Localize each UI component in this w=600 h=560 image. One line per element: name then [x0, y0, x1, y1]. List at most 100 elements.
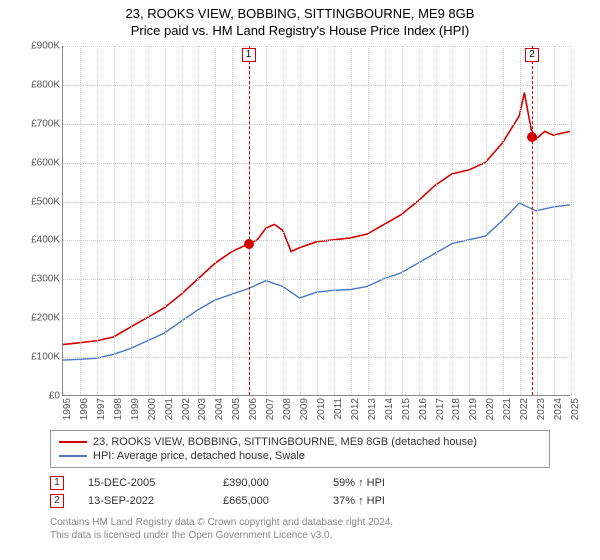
transaction-row: 213-SEP-2022£665,00037% ↑ HPI [50, 492, 550, 510]
x-tick-label: 2012 [350, 398, 361, 420]
legend-row: HPI: Average price, detached house, Swal… [59, 449, 541, 463]
gridline-v [317, 46, 318, 395]
y-tick-label: £400K [31, 235, 60, 246]
legend-swatch [59, 455, 87, 457]
transaction-date: 15-DEC-2005 [88, 477, 183, 489]
gridline-v [452, 46, 453, 395]
x-tick-label: 2009 [299, 398, 310, 420]
chart-area: £0 £100K £200K £300K £400K £500K £600K £700K £80… [20, 46, 580, 426]
marker-line [532, 46, 533, 395]
arrow-up-icon: ↑ [358, 477, 364, 489]
x-tick-label: 1996 [79, 398, 90, 420]
x-tick-label: 2020 [485, 398, 496, 420]
footer-line-1: Contains HM Land Registry data © Crown c… [50, 516, 550, 529]
gridline-v [385, 46, 386, 395]
y-tick-label: £800K [31, 79, 60, 90]
gridline-v [520, 46, 521, 395]
gridline-v [182, 46, 183, 395]
y-tick-label: £700K [31, 118, 60, 129]
x-tick-label: 2015 [401, 398, 412, 420]
arrow-up-icon: ↑ [358, 495, 364, 507]
x-tick-label: 2025 [570, 398, 581, 420]
x-tick-label: 1995 [62, 398, 73, 420]
gridline-v [80, 46, 81, 395]
gridline-v [148, 46, 149, 395]
transaction-date: 13-SEP-2022 [88, 495, 183, 507]
gridline-v [351, 46, 352, 395]
legend: 23, ROOKS VIEW, BOBBING, SITTINGBOURNE, … [50, 430, 550, 468]
title-sub: Price paid vs. HM Land Registry's House … [0, 23, 600, 38]
y-tick-label: £900K [31, 41, 60, 52]
legend-label: HPI: Average price, detached house, Swal… [93, 450, 305, 462]
legend-label: 23, ROOKS VIEW, BOBBING, SITTINGBOURNE, … [93, 436, 477, 448]
x-tick-label: 2007 [265, 398, 276, 420]
footer: Contains HM Land Registry data © Crown c… [50, 516, 550, 542]
x-tick-label: 2016 [418, 398, 429, 420]
gridline-v [266, 46, 267, 395]
gridline-v [334, 46, 335, 395]
y-tick-label: £0 [49, 391, 60, 402]
gridline-v [215, 46, 216, 395]
x-tick-label: 2006 [248, 398, 259, 420]
gridline-v [419, 46, 420, 395]
x-tick-label: 2011 [333, 398, 344, 420]
transaction-pct: 59% ↑ HPI [333, 477, 385, 489]
gridline-v [131, 46, 132, 395]
x-tick-label: 2017 [435, 398, 446, 420]
gridline-v [300, 46, 301, 395]
gridline-v [368, 46, 369, 395]
transactions-table: 1 15-DEC-2005 £390,000 59% ↑ HPI 213-SEP-202… [50, 474, 550, 510]
x-tick-label: 1998 [113, 398, 124, 420]
x-tick-label: 2005 [231, 398, 242, 420]
gridline-v [571, 46, 572, 395]
y-tick-label: £300K [31, 274, 60, 285]
gridline-v [537, 46, 538, 395]
y-tick-label: £200K [31, 313, 60, 324]
x-tick-label: 2001 [164, 398, 175, 420]
x-axis: 1995199619971998199920002001200220032004… [62, 396, 570, 426]
plot-area: 12 [62, 46, 570, 396]
transaction-price: £390,000 [223, 477, 293, 489]
x-tick-label: 2008 [282, 398, 293, 420]
title-main: 23, ROOKS VIEW, BOBBING, SITTINGBOURNE, … [0, 6, 600, 21]
transaction-row: 1 15-DEC-2005 £390,000 59% ↑ HPI [50, 474, 550, 492]
gridline-v [436, 46, 437, 395]
x-tick-label: 2004 [214, 398, 225, 420]
gridline-v [469, 46, 470, 395]
x-tick-label: 1999 [130, 398, 141, 420]
gridline-v [283, 46, 284, 395]
gridline-v [97, 46, 98, 395]
marker-dot [527, 132, 537, 142]
x-tick-label: 2010 [316, 398, 327, 420]
gridline-v [198, 46, 199, 395]
x-tick-label: 1997 [96, 398, 107, 420]
x-tick-label: 2002 [181, 398, 192, 420]
x-tick-label: 2018 [451, 398, 462, 420]
y-tick-label: £600K [31, 157, 60, 168]
x-tick-label: 2022 [519, 398, 530, 420]
y-tick-label: £500K [31, 196, 60, 207]
transaction-pct: 37% ↑ HPI [333, 495, 385, 507]
y-tick-label: £100K [31, 352, 60, 363]
marker-label-box: 1 [242, 48, 256, 62]
y-axis: £0£100K£200K£300K£400K£500K£600K£700K£80… [20, 46, 62, 396]
gridline-v [554, 46, 555, 395]
gridline-v [503, 46, 504, 395]
legend-row: 23, ROOKS VIEW, BOBBING, SITTINGBOURNE, … [59, 435, 541, 449]
gridline-v [114, 46, 115, 395]
marker-line [249, 46, 250, 395]
x-tick-label: 2019 [468, 398, 479, 420]
legend-swatch [59, 441, 87, 443]
x-tick-label: 2013 [367, 398, 378, 420]
transaction-marker-box: 1 [50, 476, 64, 490]
gridline-v [402, 46, 403, 395]
title-block: 23, ROOKS VIEW, BOBBING, SITTINGBOURNE, … [0, 0, 600, 38]
marker-dot [244, 239, 254, 249]
chart-container: 23, ROOKS VIEW, BOBBING, SITTINGBOURNE, … [0, 0, 600, 560]
gridline-v [165, 46, 166, 395]
gridline-v [232, 46, 233, 395]
gridline-v [486, 46, 487, 395]
marker-label-box: 2 [525, 48, 539, 62]
x-tick-label: 2023 [536, 398, 547, 420]
x-tick-label: 2014 [384, 398, 395, 420]
